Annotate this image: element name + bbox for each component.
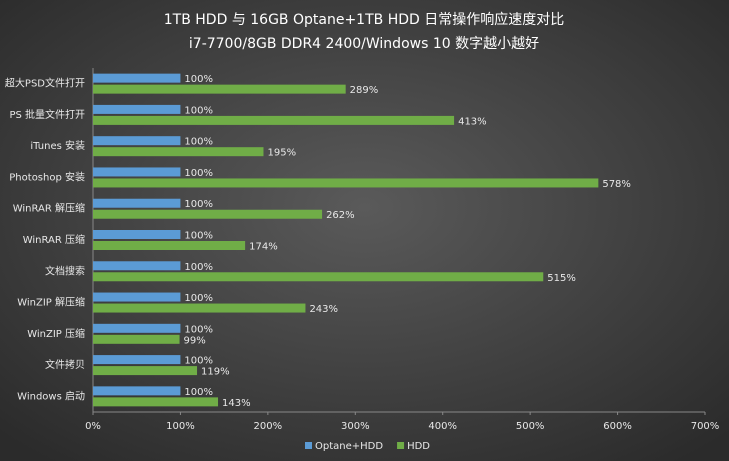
value-label: 262% (326, 210, 355, 221)
value-label: 100% (184, 324, 213, 335)
y-tick-label: PS 批量文件打开 (9, 108, 85, 121)
bar (93, 198, 181, 208)
bar (93, 241, 246, 250)
value-label: 413% (458, 116, 487, 127)
bar (93, 178, 599, 188)
y-tick-label: iTunes 安装 (30, 139, 85, 152)
y-tick-label: 文档搜索 (45, 264, 85, 277)
value-label: 100% (184, 199, 213, 210)
y-tick-label: Windows 启动 (17, 389, 85, 402)
y-tick-label: WinZIP 解压缩 (17, 296, 85, 309)
chart-title: 1TB HDD 与 16GB Optane+1TB HDD 日常操作响应速度对比 (164, 11, 564, 28)
x-tick-label: 400% (428, 421, 457, 432)
bar (93, 115, 455, 125)
y-tick-label: Photoshop 安装 (9, 170, 85, 183)
bar (93, 230, 181, 239)
value-label: 515% (547, 273, 576, 284)
x-tick-label: 700% (691, 421, 720, 432)
bar (93, 209, 323, 219)
value-label: 243% (309, 304, 338, 315)
y-tick-label: WinZIP 压缩 (27, 327, 85, 340)
bar (93, 386, 181, 396)
bar (93, 355, 181, 365)
bar (93, 366, 198, 376)
y-tick-label: WinRAR 压缩 (23, 233, 85, 246)
x-tick-label: 0% (85, 421, 101, 432)
bar (93, 136, 181, 146)
bar (93, 73, 181, 83)
value-label: 100% (184, 137, 213, 148)
bar (93, 397, 219, 407)
x-tick-label: 500% (516, 421, 545, 432)
bar (93, 272, 544, 282)
x-tick-label: 200% (254, 421, 283, 432)
bar (93, 292, 181, 302)
legend-swatch (305, 442, 312, 449)
bar (93, 303, 306, 313)
value-label: 100% (184, 293, 213, 304)
bar (93, 84, 346, 94)
value-label: 119% (201, 367, 230, 378)
value-label: 289% (350, 85, 379, 96)
value-label: 100% (184, 262, 213, 273)
legend-label: HDD (407, 441, 430, 452)
chart-subtitle: i7-7700/8GB DDR4 2400/Windows 10 数字越小越好 (189, 36, 539, 52)
y-tick-label: WinRAR 解压缩 (13, 202, 85, 215)
value-label: 578% (602, 179, 631, 190)
legend-label: Optane+HDD (315, 441, 383, 452)
value-label: 195% (267, 148, 296, 159)
bar (93, 147, 264, 157)
value-label: 99% (184, 335, 206, 346)
y-tick-label: 文件拷贝 (45, 358, 85, 371)
value-label: 174% (249, 242, 278, 253)
value-label: 100% (184, 356, 213, 367)
value-label: 100% (184, 168, 213, 179)
x-tick-label: 300% (341, 421, 370, 432)
value-label: 100% (184, 387, 213, 398)
value-label: 143% (222, 398, 251, 409)
x-tick-label: 600% (603, 421, 632, 432)
bar (93, 167, 181, 177)
y-tick-label: 超大PSD文件打开 (5, 77, 85, 90)
value-label: 100% (184, 74, 213, 85)
bar (93, 334, 180, 344)
value-label: 100% (184, 105, 213, 116)
x-tick-label: 100% (166, 421, 195, 432)
legend-swatch (397, 442, 405, 449)
value-label: 100% (184, 231, 213, 242)
bar (93, 323, 181, 333)
bar (93, 261, 181, 271)
bar (93, 104, 181, 114)
